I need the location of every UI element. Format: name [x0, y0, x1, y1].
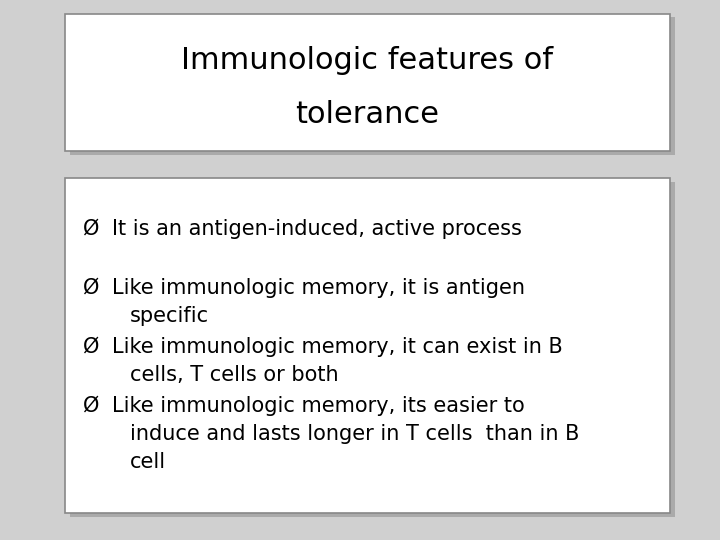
Text: Ø: Ø	[83, 337, 99, 357]
Text: specific: specific	[130, 306, 209, 326]
Text: Like immunologic memory, it is antigen: Like immunologic memory, it is antigen	[112, 278, 525, 298]
FancyBboxPatch shape	[70, 17, 675, 155]
Text: It is an antigen-induced, active process: It is an antigen-induced, active process	[112, 219, 521, 239]
Text: Immunologic features of: Immunologic features of	[181, 46, 553, 75]
Text: Like immunologic memory, its easier to: Like immunologic memory, its easier to	[112, 396, 524, 416]
Text: cells, T cells or both: cells, T cells or both	[130, 365, 338, 385]
FancyBboxPatch shape	[70, 182, 675, 517]
FancyBboxPatch shape	[65, 178, 670, 513]
Text: cell: cell	[130, 452, 166, 472]
Text: Ø: Ø	[83, 219, 99, 239]
Text: tolerance: tolerance	[295, 100, 439, 129]
Text: Ø: Ø	[83, 396, 99, 416]
Text: induce and lasts longer in T cells  than in B: induce and lasts longer in T cells than …	[130, 424, 579, 444]
FancyBboxPatch shape	[65, 14, 670, 151]
Text: Like immunologic memory, it can exist in B: Like immunologic memory, it can exist in…	[112, 337, 562, 357]
Text: Ø: Ø	[83, 278, 99, 298]
